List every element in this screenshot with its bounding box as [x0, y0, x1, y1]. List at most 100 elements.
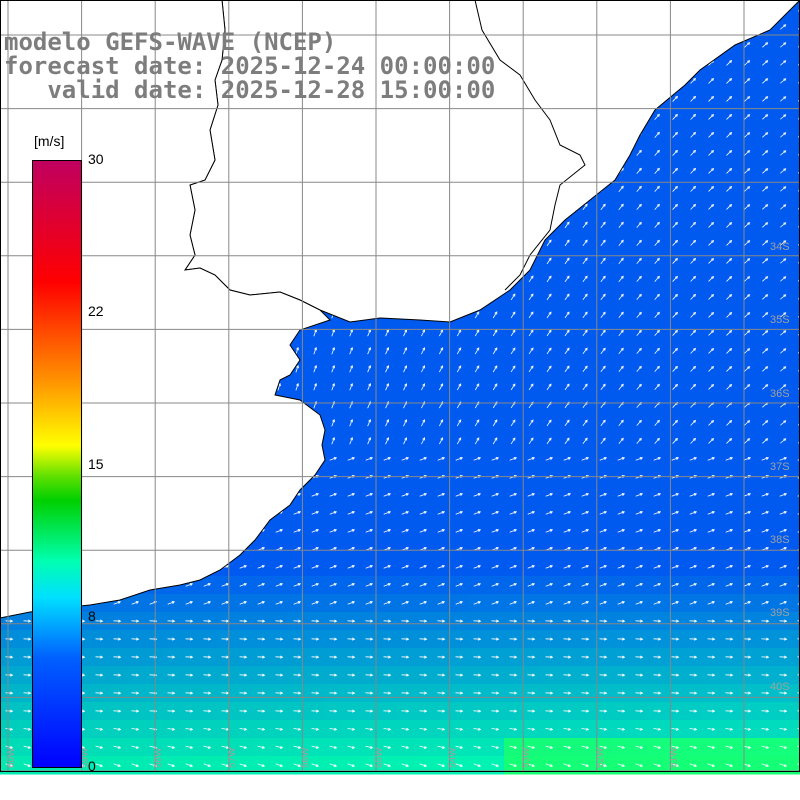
- wind-arrow: [636, 276, 642, 282]
- wind-arrow: [654, 294, 660, 300]
- wind-arrow: [779, 529, 787, 533]
- wind-arrow-head: [333, 565, 338, 568]
- wind-arrow-head: [459, 547, 464, 550]
- wind-arrow: [762, 294, 768, 300]
- ocean-cell: [792, 162, 800, 181]
- wind-arrow: [383, 511, 391, 515]
- wind-arrow: [365, 457, 373, 461]
- ocean-cell: [792, 180, 800, 199]
- wind-arrow: [689, 529, 697, 533]
- wind-arrow-head: [710, 77, 715, 82]
- ocean-cell: [792, 630, 800, 649]
- wind-arrow: [726, 204, 732, 210]
- wind-arrow-head: [513, 511, 518, 514]
- wind-arrow-head: [783, 204, 787, 208]
- wind-arrow: [636, 258, 642, 264]
- wind-arrow-head: [747, 312, 751, 316]
- wind-arrow-head: [620, 185, 624, 189]
- wind-arrow: [419, 511, 427, 515]
- wind-arrow: [743, 583, 751, 587]
- wind-arrow: [295, 383, 299, 391]
- wind-arrow-head: [710, 437, 715, 442]
- wind-arrow: [618, 240, 624, 246]
- wind-arrow-head: [458, 437, 462, 441]
- wind-arrow: [635, 493, 643, 497]
- wind-arrow-head: [441, 601, 446, 604]
- wind-arrow: [761, 493, 769, 497]
- wind-arrow-head: [783, 294, 787, 298]
- wind-arrow: [275, 565, 283, 569]
- wind-arrow-head: [711, 457, 716, 460]
- wind-arrow: [690, 384, 696, 390]
- wind-arrow-head: [765, 511, 770, 514]
- wind-arrow: [780, 294, 786, 300]
- ocean-cell: [792, 18, 800, 37]
- wind-arrow-head: [585, 583, 590, 586]
- wind-arrow: [456, 347, 462, 355]
- wind-arrow: [491, 601, 499, 605]
- wind-arrow: [509, 457, 517, 461]
- wind-arrow-head: [602, 329, 606, 333]
- wind-arrow: [582, 311, 588, 319]
- wind-arrow: [439, 419, 443, 427]
- wind-arrow: [419, 493, 427, 497]
- wind-arrow-head: [459, 457, 464, 460]
- wind-arrow-head: [423, 511, 428, 514]
- wind-arrow-head: [585, 565, 590, 568]
- wind-arrow-head: [584, 347, 588, 351]
- wind-arrow: [239, 601, 247, 605]
- wind-arrow-head: [747, 240, 751, 244]
- wind-arrow-head: [783, 312, 787, 316]
- wind-arrow-head: [548, 239, 552, 243]
- wind-arrow-head: [675, 601, 680, 604]
- wind-arrow: [419, 529, 427, 533]
- wind-arrow-head: [405, 547, 410, 550]
- wind-arrow-head: [315, 511, 320, 514]
- wind-arrow-head: [783, 384, 787, 388]
- wind-arrow-head: [549, 457, 554, 460]
- wind-arrow-head: [656, 239, 660, 243]
- wind-arrow: [581, 601, 589, 605]
- wind-arrow: [726, 222, 732, 228]
- wind-arrow-head: [441, 583, 446, 586]
- wind-arrow-head: [297, 547, 302, 550]
- wind-arrow: [689, 583, 697, 587]
- wind-arrow: [221, 601, 229, 605]
- wind-arrow-head: [747, 150, 751, 154]
- wind-arrow: [367, 329, 371, 337]
- wind-arrow-head: [458, 347, 462, 351]
- wind-arrow-head: [747, 276, 751, 280]
- ocean-cell: [792, 54, 800, 73]
- wind-arrow-head: [639, 493, 644, 496]
- wind-arrow-head: [495, 547, 500, 550]
- ocean-cell: [792, 468, 800, 487]
- wind-arrow: [563, 457, 571, 461]
- wind-arrow-head: [747, 420, 751, 424]
- wind-arrow-head: [531, 529, 536, 532]
- wind-arrow-head: [494, 311, 498, 315]
- wind-arrow-head: [620, 383, 624, 387]
- wind-arrow-head: [729, 312, 733, 316]
- wind-arrow-head: [261, 601, 266, 604]
- wind-arrow-head: [368, 419, 372, 423]
- wind-arrow-head: [621, 457, 626, 460]
- wind-arrow-head: [369, 547, 374, 550]
- wind-arrow: [780, 150, 786, 156]
- wind-arrow-head: [638, 347, 642, 351]
- wind-arrow: [726, 60, 732, 66]
- wind-arrow-head: [747, 547, 752, 550]
- wind-arrow: [761, 457, 769, 461]
- wind-arrow-head: [729, 547, 734, 550]
- wind-arrow-head: [710, 167, 715, 172]
- wind-arrow-head: [566, 329, 570, 333]
- wind-arrow-head: [638, 311, 642, 315]
- wind-arrow-head: [783, 150, 787, 154]
- wind-arrow: [744, 420, 750, 426]
- wind-arrow: [690, 330, 696, 336]
- wind-arrow-head: [512, 383, 516, 387]
- wind-arrow-head: [639, 529, 644, 532]
- wind-arrow-head: [710, 149, 715, 154]
- wind-arrow-head: [674, 383, 678, 387]
- wind-arrow-head: [674, 149, 678, 153]
- ocean-cell: [792, 612, 800, 631]
